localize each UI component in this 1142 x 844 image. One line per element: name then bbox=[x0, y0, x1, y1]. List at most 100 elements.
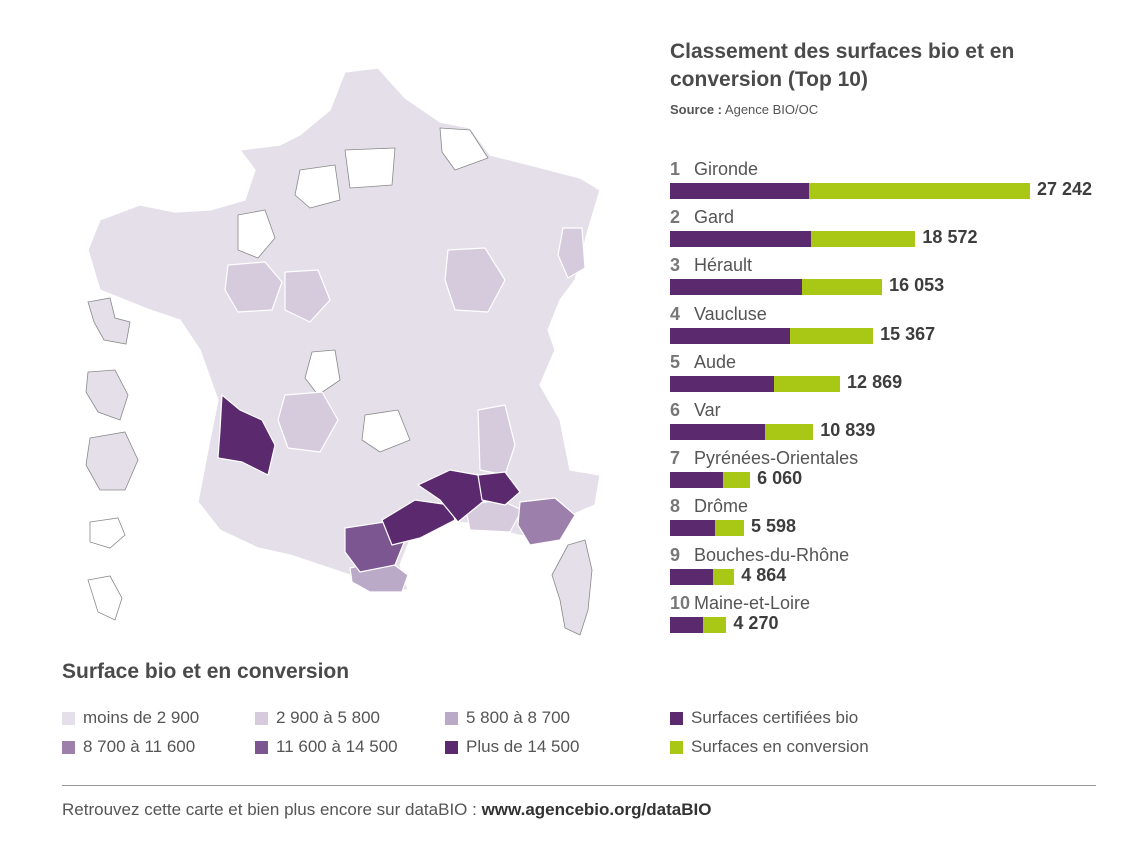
legend-swatch bbox=[62, 711, 75, 725]
legend-bar-label: Surfaces certifiées bio bbox=[691, 708, 859, 727]
ranking-rank: 4 bbox=[670, 303, 681, 324]
dept-herault bbox=[381, 499, 456, 546]
ranking-item: 3 Hérault 16 053 bbox=[670, 254, 1130, 300]
dept-white-4 bbox=[439, 127, 489, 171]
ranking-rank: 9 bbox=[670, 544, 681, 565]
legend-class-item: 2 900 à 5 800 bbox=[255, 708, 380, 728]
ranking-dept-name: Hérault bbox=[694, 255, 753, 276]
ranking-dept-name: Gard bbox=[694, 207, 735, 228]
ranking-value: 18 572 bbox=[922, 227, 978, 248]
ranking-item: 4 Vaucluse 15 367 bbox=[670, 303, 1130, 349]
legend-bar-item: Surfaces en conversion bbox=[670, 737, 869, 757]
ranking-rank: 1 bbox=[670, 159, 681, 179]
legend-class-label: 5 800 à 8 700 bbox=[466, 708, 570, 727]
legend-class-item: 11 600 à 14 500 bbox=[255, 737, 398, 757]
legend-class-item: 5 800 à 8 700 bbox=[445, 708, 570, 728]
bar-segment-bio bbox=[670, 327, 790, 344]
source-label: Source : bbox=[670, 102, 723, 117]
legend-swatch bbox=[445, 740, 458, 754]
ranking-rank: 7 bbox=[670, 448, 681, 469]
ranking-dept-name: Pyrénées-Orientales bbox=[694, 448, 859, 469]
ranking-bar bbox=[670, 279, 883, 296]
ranking-bar bbox=[670, 375, 841, 392]
ranking-item-label: 2 Gard bbox=[670, 206, 734, 228]
ranking-dept-name: Aude bbox=[694, 351, 737, 372]
ranking-dept-name: Drôme bbox=[694, 496, 749, 517]
ranking-bar bbox=[670, 568, 735, 585]
bar-segment-bio bbox=[670, 424, 766, 440]
bar-segment-conversion bbox=[774, 375, 841, 392]
legend-class-label: 8 700 à 11 600 bbox=[83, 737, 196, 756]
legend-class-label: 2 900 à 5 800 bbox=[276, 708, 380, 727]
overseas-guadeloupe bbox=[87, 297, 131, 345]
dept-white-6 bbox=[361, 409, 411, 453]
legend-bar-item: Surfaces certifiées bio bbox=[670, 708, 858, 728]
ranking-item-label: 3 Hérault bbox=[670, 254, 752, 276]
dept-white-2 bbox=[294, 164, 341, 209]
ranking-item-label: 9 Bouches-du-Rhône bbox=[670, 544, 849, 566]
ranking-item-label: 10 Maine-et-Loire bbox=[670, 592, 810, 614]
bar-segment-conversion bbox=[811, 231, 916, 248]
legend-swatch bbox=[445, 711, 458, 725]
bar-segment-conversion bbox=[808, 183, 1030, 199]
overseas-reunion bbox=[89, 517, 126, 549]
ranking-rank: 6 bbox=[670, 400, 681, 420]
dept-gironde bbox=[217, 394, 276, 476]
bar-segment-bio bbox=[670, 616, 704, 633]
source-value: Agence BIO/OC bbox=[724, 102, 819, 117]
dept-indre-et-loire bbox=[284, 269, 331, 323]
dept-var bbox=[517, 497, 576, 546]
ranking-item: 10 Maine-et-Loire 4 270 bbox=[670, 592, 1130, 638]
ranking-value: 15 367 bbox=[880, 323, 936, 344]
dept-white-1 bbox=[237, 209, 276, 259]
ranking-value: 4 270 bbox=[733, 612, 779, 633]
overseas-martinique bbox=[85, 369, 129, 421]
bar-segment-conversion bbox=[789, 327, 874, 344]
dept-haut-rhin bbox=[557, 227, 586, 279]
ranking-dept-name: Bouches-du-Rhône bbox=[694, 544, 850, 565]
ranking-bar bbox=[670, 327, 874, 344]
bar-segment-conversion bbox=[765, 424, 814, 440]
bar-segment-conversion bbox=[802, 279, 883, 296]
legend-swatch bbox=[62, 740, 75, 754]
ranking-dept-name: Var bbox=[694, 400, 721, 420]
legend-class-item: Plus de 14 500 bbox=[445, 737, 579, 757]
ranking-rank: 10 bbox=[670, 592, 691, 613]
legend-swatch bbox=[255, 740, 268, 754]
ranking-value: 10 839 bbox=[820, 420, 876, 440]
footer-divider bbox=[62, 785, 1096, 786]
overseas-guyane bbox=[85, 431, 139, 491]
dept-sarthe bbox=[224, 261, 283, 313]
ranking-value: 6 060 bbox=[757, 468, 803, 489]
bar-segment-bio bbox=[670, 183, 809, 199]
bar-segment-conversion bbox=[722, 472, 751, 489]
ranking-rank: 8 bbox=[670, 496, 681, 517]
bar-segment-conversion bbox=[712, 568, 735, 585]
legend-bar-label: Surfaces en conversion bbox=[691, 737, 869, 756]
ranking-item-label: 1 Gironde bbox=[670, 158, 758, 180]
legend-class-label: moins de 2 900 bbox=[83, 708, 200, 727]
dept-cote-dor bbox=[444, 247, 506, 313]
ranking-value: 16 053 bbox=[889, 275, 945, 296]
ranking-rank: 2 bbox=[670, 207, 681, 228]
bar-segment-bio bbox=[670, 375, 775, 392]
ranking-item-label: 7 Pyrénées-Orientales bbox=[670, 447, 858, 469]
bar-segment-bio bbox=[670, 279, 803, 296]
ranking-item-label: 8 Drôme bbox=[670, 495, 748, 517]
ranking-item: 9 Bouches-du-Rhône 4 864 bbox=[670, 544, 1130, 590]
bar-segment-bio bbox=[670, 231, 812, 248]
ranking-dept-name: Gironde bbox=[694, 159, 759, 179]
ranking-item: 5 Aude 12 869 bbox=[670, 351, 1130, 397]
ranking-bar bbox=[670, 183, 1030, 199]
ranking-item: 1 Gironde 27 242 bbox=[670, 158, 1130, 204]
ranking-source: Source : Agence BIO/OC bbox=[670, 102, 818, 117]
footer-link[interactable]: www.agencebio.org/dataBIO bbox=[481, 800, 712, 819]
ranking-dept-name: Vaucluse bbox=[694, 303, 767, 324]
bar-segment-bio bbox=[670, 568, 713, 585]
legend-swatch bbox=[670, 711, 683, 725]
ranking-value: 12 869 bbox=[847, 371, 903, 392]
dept-white-5 bbox=[304, 349, 341, 396]
ranking-title: Classement des surfaces bio et en conver… bbox=[670, 40, 1015, 91]
ranking-item-label: 4 Vaucluse bbox=[670, 303, 767, 325]
legend-class-item: moins de 2 900 bbox=[62, 708, 199, 728]
